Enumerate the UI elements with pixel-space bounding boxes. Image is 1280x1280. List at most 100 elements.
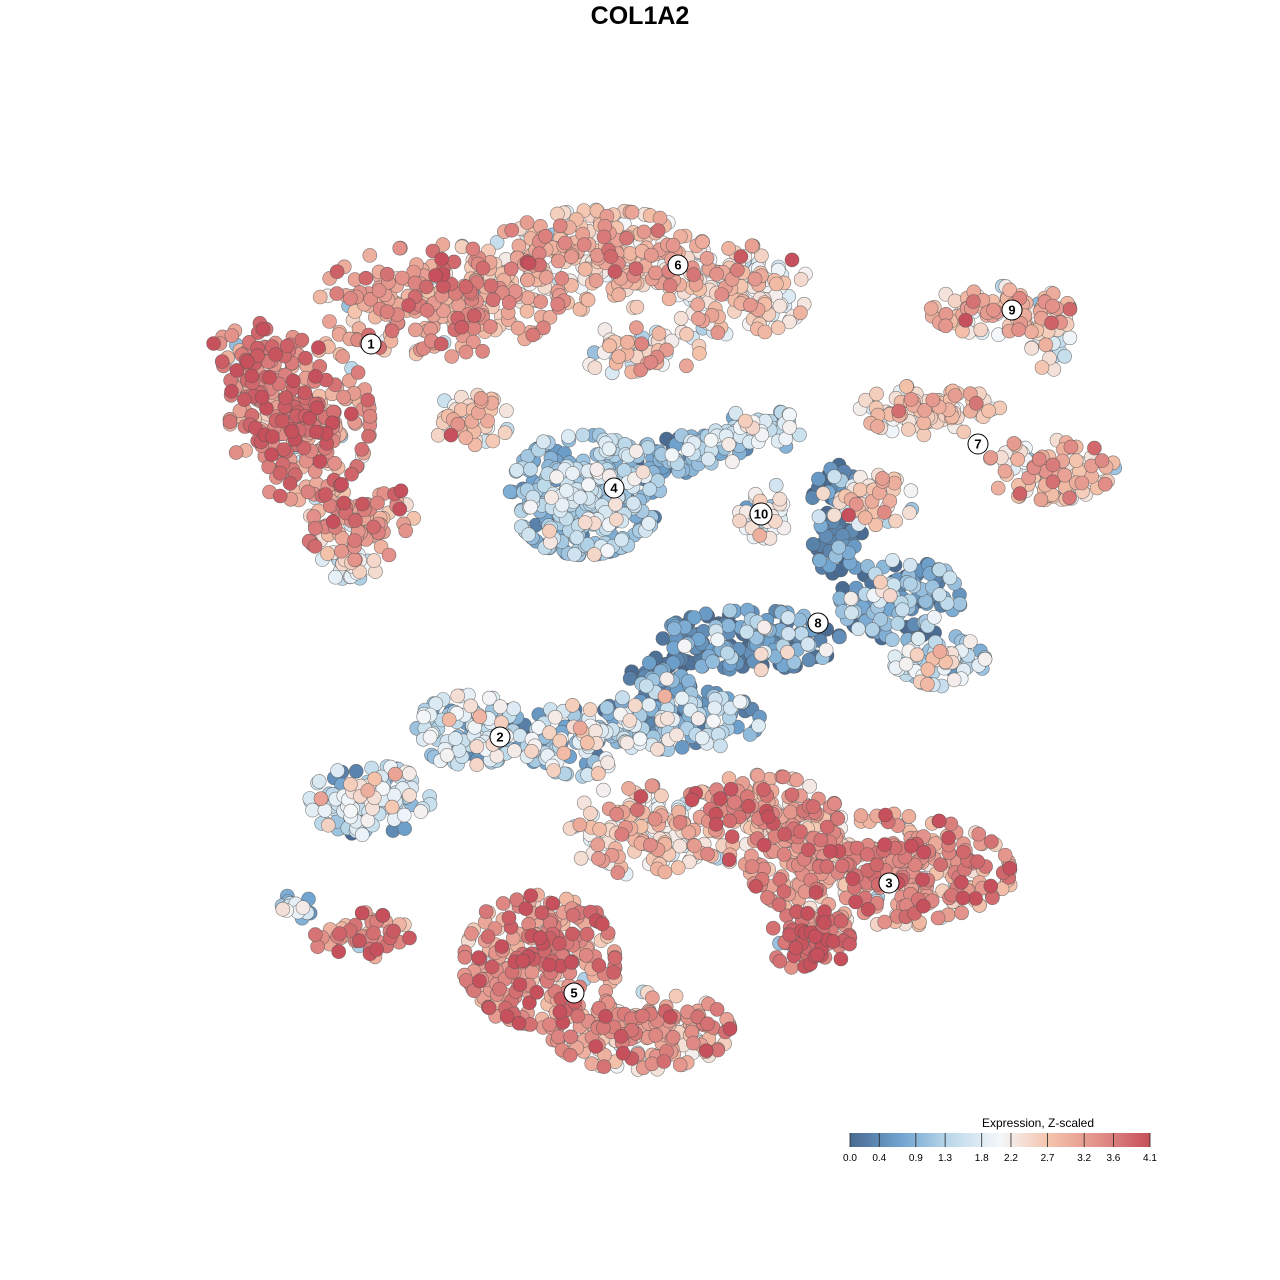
cell-point (504, 222, 520, 238)
cell-point (402, 788, 417, 803)
colorbar-gradient (850, 1133, 1150, 1147)
cell-point (603, 249, 619, 264)
cell-point (780, 644, 795, 660)
cell-point (850, 621, 866, 637)
cell-point (536, 434, 551, 450)
cell-point (630, 802, 645, 818)
cell-point (481, 1000, 497, 1016)
cell-point (722, 1021, 738, 1037)
cell-point (588, 1039, 604, 1054)
cell-point (318, 487, 333, 502)
cluster-label-7: 7 (967, 433, 989, 455)
cell-point (590, 837, 606, 853)
cell-point (965, 294, 981, 309)
cell-point (610, 865, 626, 881)
cell-point (621, 781, 636, 796)
cell-point (386, 923, 401, 939)
cluster-label-text: 5 (570, 986, 577, 1001)
cell-point (833, 951, 849, 967)
cell-point (313, 791, 329, 807)
colorbar-tick-label: 1.8 (975, 1153, 989, 1164)
cell-point (611, 349, 627, 365)
cell-point (475, 260, 491, 276)
cell-point (492, 699, 508, 714)
cell-point (375, 908, 391, 923)
cell-point (312, 454, 328, 469)
cell-point (398, 523, 414, 539)
cell-point (947, 388, 963, 403)
cell-point (549, 469, 565, 485)
colorbar-tick-label: 1.3 (938, 1153, 952, 1164)
cell-point (572, 490, 588, 505)
cell-point (329, 286, 345, 301)
cell-point (793, 824, 808, 839)
cell-point (680, 442, 696, 457)
cell-point (443, 427, 459, 443)
cell-point (506, 701, 521, 717)
cluster-label-1: 1 (360, 333, 382, 355)
cell-point (971, 826, 987, 842)
cell-point (272, 465, 288, 481)
cell-point (444, 349, 460, 364)
cell-point (903, 392, 919, 407)
cell-point (523, 461, 538, 477)
cell-point (777, 826, 792, 842)
cell-point (1038, 337, 1054, 353)
cell-point (1031, 451, 1047, 467)
cell-point (674, 739, 690, 755)
cell-point (394, 270, 410, 286)
cell-point (986, 302, 1001, 318)
cell-point (882, 588, 898, 604)
cell-point (1063, 439, 1079, 455)
cell-point (848, 894, 863, 910)
cell-point (709, 1002, 725, 1017)
cluster-label-5: 5 (563, 982, 585, 1004)
cell-point (677, 638, 693, 654)
cell-point (686, 610, 702, 625)
cell-point (832, 629, 847, 645)
cell-point (753, 646, 769, 662)
cell-point (645, 990, 660, 1006)
cell-point (350, 365, 366, 380)
cell-point (720, 618, 736, 634)
cell-point (1062, 330, 1078, 346)
cell-point (958, 312, 973, 328)
cell-point (1062, 301, 1078, 317)
colorbar-tick-label: 2.7 (1041, 1153, 1055, 1164)
cell-point (308, 369, 323, 384)
cell-point (494, 939, 510, 954)
cell-point (608, 512, 624, 527)
cell-point (596, 1059, 612, 1074)
cell-point (641, 697, 657, 713)
cell-point (902, 505, 917, 521)
cell-point (942, 570, 958, 586)
cluster-label-text: 10 (754, 507, 768, 522)
cell-point (686, 267, 702, 282)
cell-point (507, 743, 522, 759)
cell-point (262, 370, 277, 385)
cell-point (655, 631, 671, 646)
cluster-label-text: 4 (610, 481, 618, 496)
cell-point (1002, 860, 1018, 876)
cell-point (559, 483, 574, 498)
cell-point (1012, 486, 1028, 501)
cell-point (328, 569, 343, 585)
cell-point (600, 755, 616, 771)
cell-point (300, 484, 316, 500)
cell-point (741, 798, 756, 814)
cell-point (870, 419, 885, 434)
cell-point (472, 709, 488, 725)
cell-point (780, 610, 796, 626)
cell-point (853, 808, 869, 823)
cell-point (485, 292, 501, 308)
cluster-label-text: 6 (674, 258, 681, 273)
cell-point (902, 576, 918, 592)
cell-point (1069, 453, 1084, 468)
cell-point (458, 430, 474, 446)
cell-point (910, 631, 926, 646)
cell-point (335, 349, 351, 364)
cell-point (224, 384, 239, 399)
cell-point (769, 276, 784, 292)
cell-point (665, 655, 681, 671)
cell-point (885, 552, 900, 568)
